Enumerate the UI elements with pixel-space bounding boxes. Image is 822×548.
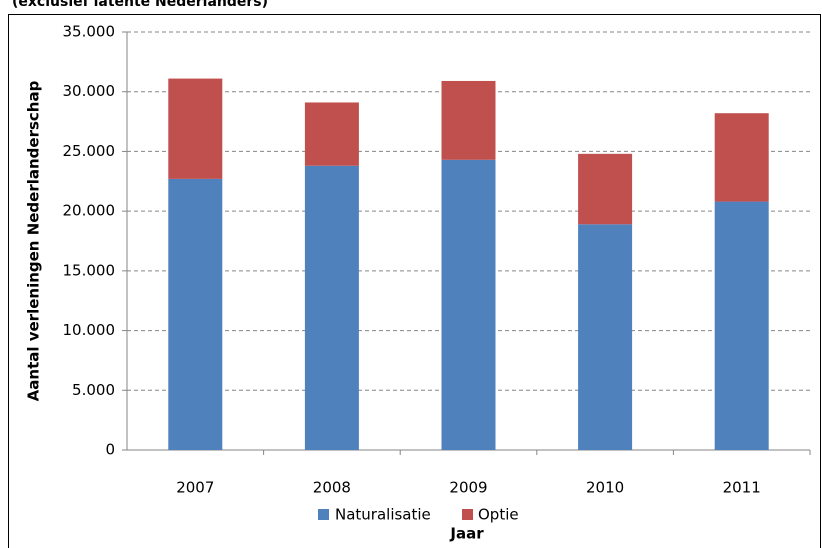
bar-segment [441,159,496,450]
bar-segment [168,78,223,179]
x-axis-label: Jaar [449,525,484,543]
chart-title: (exclusief latente Nederlanders) [12,0,268,10]
y-tick-label: 10.000 [63,321,116,339]
bar-segment [304,102,359,166]
x-tick-label: 2008 [313,479,351,497]
x-tick-label: 2007 [176,479,214,497]
y-tick-label: 15.000 [63,261,116,279]
y-tick-label: 30.000 [63,82,116,100]
bar-segment [304,165,359,450]
y-tick-label: 5.000 [72,381,115,399]
y-tick-label: 25.000 [63,142,116,160]
legend-label: Naturalisatie [335,506,431,524]
bar-segment [714,201,769,450]
bar-segment [578,224,633,450]
x-tick-label: 2010 [586,479,624,497]
legend-swatch [462,509,473,520]
chart-border [8,14,821,548]
bar-segment [168,178,223,450]
y-tick-label: 35.000 [63,23,116,41]
x-tick-label: 2011 [723,479,761,497]
bar-segment [441,80,496,160]
x-tick-label: 2009 [449,479,487,497]
bar-segment [578,153,633,225]
y-tick-label: 20.000 [63,202,116,220]
legend-swatch [318,509,329,520]
y-tick-label: 0 [105,441,115,459]
y-axis-label: Aantal verleningen Nederlanderschap [25,80,43,401]
legend-label: Optie [478,506,519,524]
bar-segment [714,113,769,202]
